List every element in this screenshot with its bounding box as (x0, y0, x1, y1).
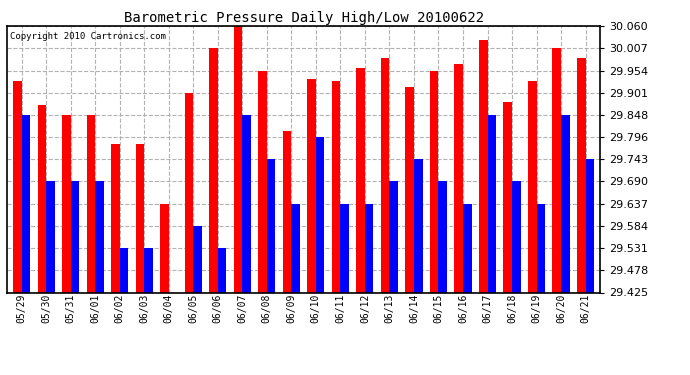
Bar (136, 144, 144, 292)
Bar (283, 131, 291, 292)
Bar (365, 204, 373, 292)
Bar (455, 64, 463, 292)
Bar (553, 48, 561, 292)
Bar (267, 159, 275, 292)
Bar (242, 115, 251, 292)
Bar (586, 159, 594, 292)
Text: Copyright 2010 Cartronics.com: Copyright 2010 Cartronics.com (10, 32, 166, 40)
Bar (389, 182, 398, 292)
Bar (381, 58, 389, 292)
Bar (70, 182, 79, 292)
Bar (37, 105, 46, 292)
Bar (46, 182, 55, 292)
Bar (258, 71, 267, 292)
Bar (13, 81, 21, 292)
Title: Barometric Pressure Daily High/Low 20100622: Barometric Pressure Daily High/Low 20100… (124, 11, 484, 25)
Bar (405, 87, 414, 292)
Bar (340, 204, 349, 292)
Bar (144, 248, 152, 292)
Bar (62, 115, 70, 292)
Bar (316, 137, 324, 292)
Bar (218, 248, 226, 292)
Bar (488, 115, 496, 292)
Bar (504, 102, 512, 292)
Bar (307, 79, 316, 292)
Bar (185, 93, 193, 292)
Bar (160, 204, 169, 292)
Bar (463, 204, 471, 292)
Bar (21, 115, 30, 292)
Bar (537, 204, 545, 292)
Bar (528, 81, 537, 292)
Bar (332, 81, 340, 292)
Bar (577, 58, 586, 292)
Bar (291, 204, 300, 292)
Bar (119, 248, 128, 292)
Bar (512, 182, 521, 292)
Bar (234, 26, 242, 292)
Bar (95, 182, 104, 292)
Bar (209, 48, 218, 292)
Bar (561, 115, 570, 292)
Bar (438, 182, 447, 292)
Bar (414, 159, 422, 292)
Bar (430, 71, 438, 292)
Bar (86, 115, 95, 292)
Bar (356, 68, 365, 292)
Bar (479, 40, 488, 292)
Bar (111, 144, 119, 292)
Bar (193, 226, 202, 292)
